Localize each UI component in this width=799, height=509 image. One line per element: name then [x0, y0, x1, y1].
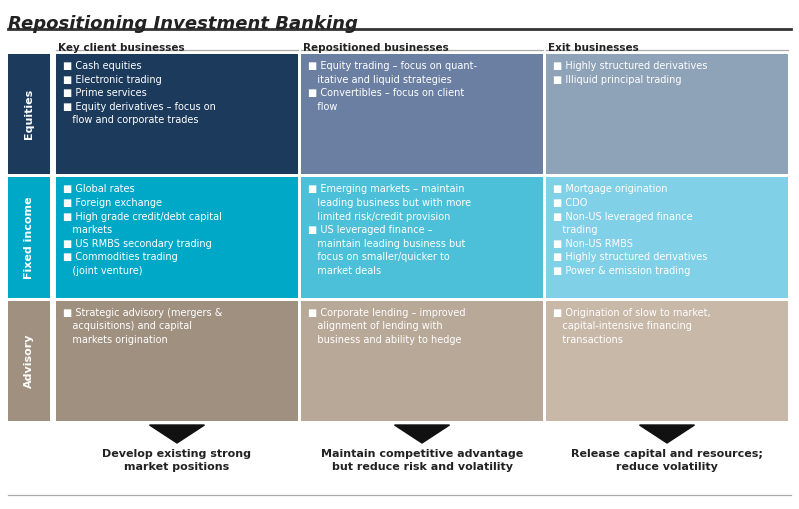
Text: ■ Strategic advisory (mergers &
   acquisitions) and capital
   markets originat: ■ Strategic advisory (mergers & acquisit… [63, 307, 222, 345]
Text: Exit businesses: Exit businesses [548, 43, 638, 53]
Bar [301, 54, 543, 175]
Text: Release capital and resources;
reduce volatility: Release capital and resources; reduce vo… [571, 449, 763, 472]
Text: Key client businesses: Key client businesses [58, 43, 185, 53]
Bar [56, 301, 298, 421]
Text: Repositioned businesses: Repositioned businesses [303, 43, 449, 53]
Text: Equities: Equities [24, 89, 34, 139]
Bar [8, 301, 50, 421]
Text: ■ Emerging markets – maintain
   leading business but with more
   limited risk/: ■ Emerging markets – maintain leading bu… [308, 184, 471, 276]
Text: ■ Corporate lending – improved
   alignment of lending with
   business and abil: ■ Corporate lending – improved alignment… [308, 307, 466, 345]
Bar [301, 177, 543, 298]
Polygon shape [639, 425, 694, 443]
Bar [546, 301, 788, 421]
Text: ■ Origination of slow to market,
   capital-intensive financing
   transactions: ■ Origination of slow to market, capital… [553, 307, 710, 345]
Text: Advisory: Advisory [24, 333, 34, 388]
Bar [56, 54, 298, 175]
Text: ■ Global rates
■ Foreign exchange
■ High grade credit/debt capital
   markets
■ : ■ Global rates ■ Foreign exchange ■ High… [63, 184, 222, 276]
Bar [8, 177, 50, 298]
Bar [301, 301, 543, 421]
Text: ■ Mortgage origination
■ CDO
■ Non-US leveraged finance
   trading
■ Non-US RMBS: ■ Mortgage origination ■ CDO ■ Non-US le… [553, 184, 707, 276]
Text: Fixed income: Fixed income [24, 196, 34, 279]
Polygon shape [395, 425, 450, 443]
Text: ■ Cash equities
■ Electronic trading
■ Prime services
■ Equity derivatives – foc: ■ Cash equities ■ Electronic trading ■ P… [63, 61, 216, 125]
Bar [546, 177, 788, 298]
Bar [56, 177, 298, 298]
Text: ■ Highly structured derivatives
■ Illiquid principal trading: ■ Highly structured derivatives ■ Illiqu… [553, 61, 707, 84]
Text: Repositioning Investment Banking: Repositioning Investment Banking [8, 15, 358, 33]
Polygon shape [149, 425, 205, 443]
Text: Develop existing strong
market positions: Develop existing strong market positions [102, 449, 252, 472]
Text: ■ Equity trading – focus on quant-
   itative and liquid strategies
■ Convertibl: ■ Equity trading – focus on quant- itati… [308, 61, 477, 112]
Bar [8, 54, 50, 175]
Text: Maintain competitive advantage
but reduce risk and volatility: Maintain competitive advantage but reduc… [321, 449, 523, 472]
Bar [546, 54, 788, 175]
